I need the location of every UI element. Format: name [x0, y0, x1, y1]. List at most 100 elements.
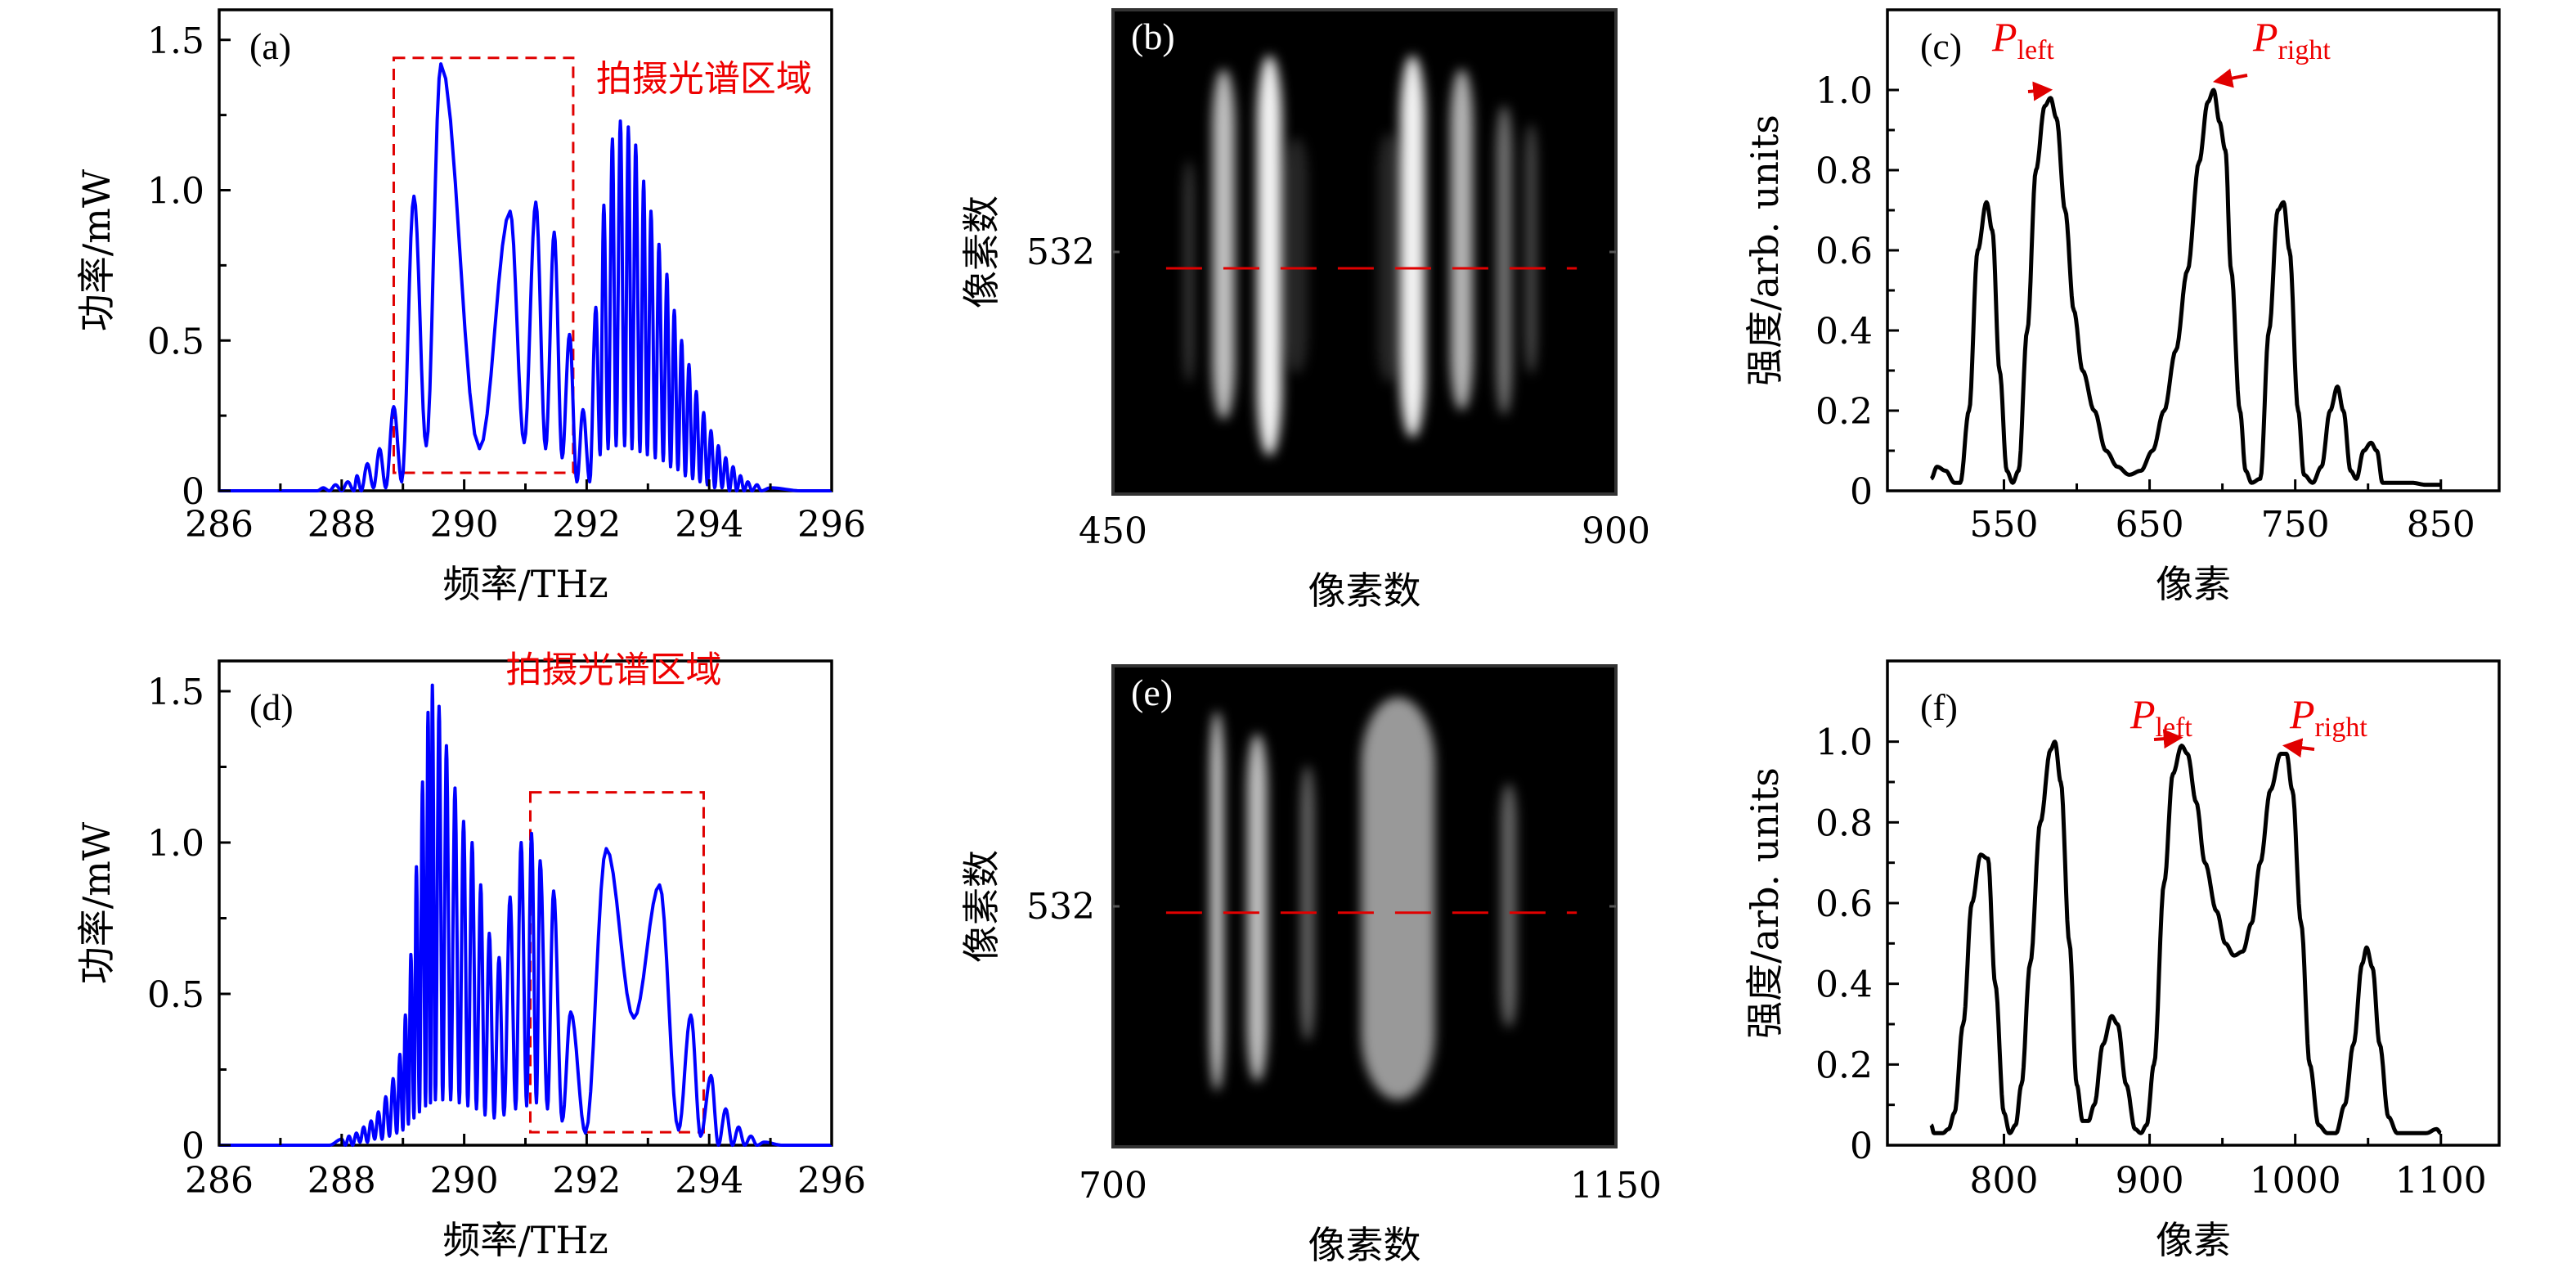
y-tick-label: 0.2	[1815, 1045, 1873, 1086]
y-axis-label: 功率/mW	[74, 821, 119, 984]
annotation-arrow-icon	[2027, 81, 2053, 101]
x-axis-label: 频率/THz	[442, 1218, 608, 1262]
annotation-arrow-icon	[2212, 68, 2248, 88]
x-tick-label: 294	[675, 1160, 743, 1202]
peak-symbol: P	[1991, 14, 2017, 60]
x-tick-label: 750	[2261, 504, 2330, 546]
bright-band	[1361, 697, 1435, 1100]
panel-label: (a)	[249, 25, 291, 67]
x-tick-label: 286	[185, 504, 254, 546]
panel-label: (c)	[1920, 25, 1962, 67]
x-axis-label: 像素数	[1308, 1223, 1421, 1267]
y-axis-label: 功率/mW	[74, 169, 119, 331]
x-tick-label: 296	[797, 504, 866, 546]
plot-frame	[1886, 659, 2501, 1147]
x-tick-label: 850	[2407, 504, 2475, 546]
bright-band	[1212, 69, 1235, 420]
peak-subscript: right	[2278, 35, 2331, 65]
y-tick-label: 0.8	[1815, 802, 1873, 844]
annotation-arrow-icon	[2282, 738, 2315, 758]
panel-label: (f)	[1920, 686, 1958, 728]
bright-band	[1300, 765, 1314, 1041]
y-tick-label: 1.0	[1815, 70, 1873, 112]
x-tick-label: 1100	[2395, 1160, 2487, 1202]
peak-subscript: right	[2315, 712, 2368, 743]
x-axis-label: 像素数	[1308, 569, 1421, 613]
series-line-profile	[1929, 739, 2443, 1135]
captured-region-label: 拍摄光谱区域	[596, 58, 812, 100]
x-tick-label: 286	[185, 1160, 254, 1202]
x-tick-label: 296	[797, 1160, 866, 1202]
x-tick-label: 450	[1079, 510, 1147, 552]
bright-band	[1257, 55, 1282, 456]
y-axis-label: 像素数	[959, 196, 1003, 308]
panel-label: (e)	[1131, 672, 1173, 713]
x-axis-label: 像素	[2156, 1218, 2231, 1262]
x-tick-label: 1150	[1570, 1165, 1662, 1207]
y-tick-label: 0.2	[1815, 391, 1873, 433]
peak-subscript: left	[2017, 35, 2055, 65]
y-tick-label: 0.4	[1815, 964, 1873, 1006]
bright-band	[1496, 105, 1512, 416]
peak-annotation-right: Pright	[2289, 691, 2367, 743]
series-line-spectrum	[219, 62, 832, 492]
captured-region-label: 拍摄光谱区域	[505, 649, 721, 691]
x-tick-label: 292	[552, 1160, 621, 1202]
series-line-spectrum	[219, 683, 832, 1147]
y-tick-label: 1.0	[147, 823, 204, 865]
bright-band	[1450, 69, 1474, 411]
x-tick-label: 292	[552, 504, 621, 546]
series-line-profile	[1929, 88, 2441, 488]
annotation-arrow-icon	[2153, 729, 2183, 749]
panel-label: (b)	[1131, 16, 1175, 57]
y-axis-label: 像素数	[959, 850, 1003, 963]
captured-region-box	[392, 56, 575, 474]
x-tick-label: 290	[430, 504, 499, 546]
bright-band	[1501, 783, 1517, 1028]
x-axis-label: 频率/THz	[442, 562, 608, 606]
bright-band	[1184, 160, 1194, 384]
y-tick-label: 0.4	[1815, 311, 1873, 353]
peak-annotation-right: Pright	[2252, 14, 2331, 65]
x-tick-label: 550	[1969, 504, 2038, 546]
panel-label: (d)	[249, 686, 294, 728]
y-tick-label: 0	[1850, 471, 1873, 513]
x-tick-label: 800	[1969, 1160, 2038, 1202]
bright-band	[1209, 711, 1224, 1091]
peak-symbol: P	[2129, 691, 2156, 737]
y-tick-label: 0.5	[147, 321, 204, 362]
y-axis-label: 强度/arb. units	[1743, 767, 1787, 1039]
bright-band	[1400, 55, 1425, 438]
y-tick-label: 0	[182, 471, 204, 513]
y-tick-label: 0.6	[1815, 883, 1873, 925]
y-tick-label: 0	[1850, 1126, 1873, 1167]
y-tick-label: 532	[1026, 886, 1095, 928]
x-tick-label: 700	[1079, 1165, 1147, 1207]
y-tick-label: 1.0	[1815, 722, 1873, 764]
x-tick-label: 900	[2116, 1160, 2184, 1202]
peak-symbol: P	[2289, 691, 2315, 737]
peak-symbol: P	[2252, 14, 2278, 60]
x-tick-label: 1000	[2250, 1160, 2341, 1202]
x-tick-label: 288	[307, 504, 376, 546]
panel-a-spectrum: 拍摄光谱区域 286 288 290 292 294 296 0 0.5 1.0 1.5 (a) 功率/…	[74, 8, 866, 606]
y-axis-label: 强度/arb. units	[1743, 115, 1787, 386]
x-axis-label: 像素	[2156, 562, 2231, 606]
peak-annotation-left: Pleft	[1991, 14, 2054, 65]
x-tick-label: 650	[2116, 504, 2184, 546]
peak-annotation-left: Pleft	[2129, 691, 2192, 743]
y-tick-label: 0.6	[1815, 231, 1873, 272]
x-tick-label: 294	[675, 504, 743, 546]
y-tick-label: 0	[182, 1126, 204, 1167]
bands-layer	[1184, 55, 1537, 456]
y-tick-label: 532	[1026, 231, 1095, 273]
bright-band	[1377, 133, 1401, 384]
bright-band	[1247, 733, 1268, 1082]
y-tick-label: 0.8	[1815, 151, 1873, 192]
bright-band	[1525, 124, 1537, 375]
